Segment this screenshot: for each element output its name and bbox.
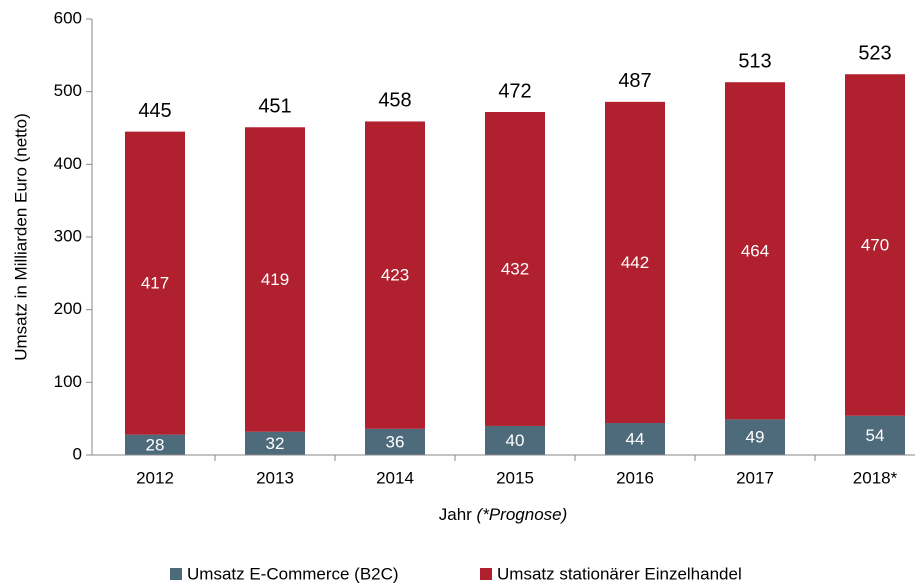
bar-segment	[725, 82, 785, 420]
bar-segment	[485, 112, 545, 426]
bar-segment	[485, 425, 545, 455]
y-tick-label: 200	[54, 299, 82, 318]
bar-segment	[245, 431, 305, 455]
x-tick-label: 2016	[616, 468, 654, 487]
segment-label: 36	[386, 432, 405, 451]
segment-label: 417	[141, 274, 169, 293]
total-label: 451	[258, 96, 291, 118]
x-axis-label-note: (*Prognose)	[477, 505, 568, 524]
y-tick-label: 300	[54, 226, 82, 245]
segment-label: 44	[626, 429, 645, 448]
segment-label: 470	[861, 235, 889, 254]
segment-label: 40	[506, 431, 525, 450]
bar-segment	[365, 121, 425, 429]
bar-segment	[845, 74, 905, 416]
bar-segment	[725, 419, 785, 455]
x-tick-label: 2018*	[853, 468, 898, 487]
segment-label: 423	[381, 266, 409, 285]
bar-segment	[605, 423, 665, 455]
x-tick-label: 2012	[136, 468, 174, 487]
y-tick-label: 100	[54, 372, 82, 391]
total-label: 472	[498, 80, 531, 102]
y-tick-label: 400	[54, 154, 82, 173]
segment-label: 442	[621, 253, 649, 272]
segment-label: 28	[146, 435, 165, 454]
total-label: 458	[378, 90, 411, 112]
bar-segment	[125, 131, 185, 435]
x-axis-label: Jahr (*Prognose)	[439, 505, 568, 524]
segment-label: 464	[741, 241, 769, 260]
total-label: 513	[738, 51, 771, 73]
total-label: 487	[618, 70, 651, 92]
x-tick-label: 2015	[496, 468, 534, 487]
bar-segment	[365, 428, 425, 455]
y-axis-label: Umsatz in Milliarden Euro (netto)	[11, 113, 30, 361]
segment-label: 419	[261, 270, 289, 289]
legend-label: Umsatz E-Commerce (B2C)	[187, 564, 399, 583]
bar-segment	[245, 127, 305, 432]
segment-label: 32	[266, 434, 285, 453]
x-tick-label: 2014	[376, 468, 414, 487]
segment-label: 54	[866, 426, 885, 445]
segment-label: 432	[501, 259, 529, 278]
total-label: 445	[138, 100, 171, 122]
bar-segment	[605, 101, 665, 424]
x-tick-label: 2017	[736, 468, 774, 487]
x-axis-label-main: Jahr	[439, 505, 472, 524]
legend-swatch	[480, 568, 492, 580]
segment-label: 49	[746, 428, 765, 447]
y-tick-label: 500	[54, 81, 82, 100]
bar-segment	[125, 434, 185, 455]
y-tick-label: 600	[54, 8, 82, 27]
total-label: 523	[858, 43, 891, 65]
legend-swatch	[170, 568, 182, 580]
x-tick-label: 2013	[256, 468, 294, 487]
legend-label: Umsatz stationärer Einzelhandel	[497, 564, 742, 583]
y-tick-label: 0	[73, 444, 82, 463]
bar-segment	[845, 415, 905, 455]
